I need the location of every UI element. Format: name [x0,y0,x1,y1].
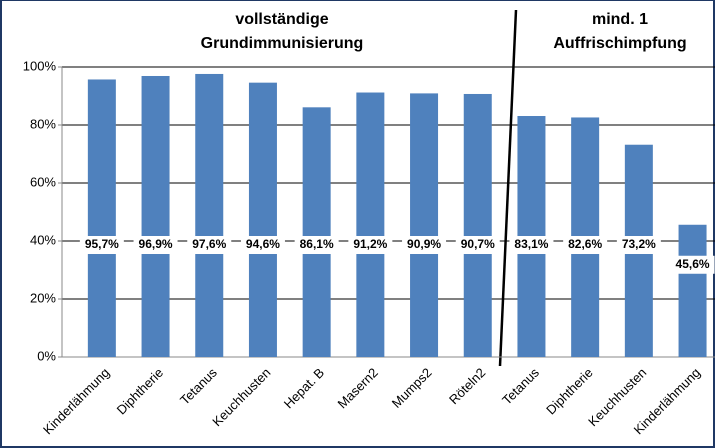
value-label-bg [616,236,661,254]
value-label: 90,9% [407,237,441,251]
x-tick-label: Keuchhusten [209,365,273,429]
y-tick-label: 40% [30,232,56,247]
bar [195,73,224,358]
bar [356,92,385,358]
value-label: 94,6% [246,237,280,251]
value-label: 96,9% [139,237,173,251]
y-tick-label: 0% [37,348,56,363]
x-tick-label: Tetanus [499,365,542,408]
x-tick-label: Röteln2 [446,365,488,407]
value-label-bg [455,236,500,254]
annotation: mind. 1 [592,11,648,28]
bar [87,79,116,357]
bar [463,93,492,357]
annotation: Auffrischimpfung [553,35,686,52]
value-label: 97,6% [192,237,226,251]
x-tick-label: Hepat. B [281,365,327,411]
value-label-bg [348,236,393,254]
x-tick-label: Mumps2 [389,365,435,411]
annotation: Grundimmunisierung [201,35,364,52]
annotation: vollständige [235,11,328,28]
bar [678,224,707,357]
value-label-bg [670,255,715,274]
value-label: 91,2% [353,237,387,251]
value-label: 45,6% [676,257,710,271]
x-tick-label: Tetanus [177,365,220,408]
divider [498,9,518,367]
value-label-bg [79,236,124,254]
y-tick-label: 100% [23,58,57,73]
bar [410,93,439,357]
x-tick-label: Diphtherie [543,365,596,418]
value-label: 90,7% [461,237,495,251]
x-tick-label: Kinderlähmung [40,365,112,437]
value-label-bg [187,236,232,254]
value-label: 83,1% [514,237,548,251]
value-label-bg [402,236,447,254]
value-label-bg [133,236,178,254]
value-label: 73,2% [622,237,656,251]
value-label-bg [240,236,285,254]
x-tick-label: Masern2 [335,365,381,411]
value-label-bg [509,236,554,254]
bar [248,82,277,357]
y-tick-label: 20% [30,290,56,305]
value-label: 95,7% [85,237,119,251]
value-label-bg [294,236,339,254]
bar [302,107,331,357]
y-tick-label: 60% [30,174,56,189]
x-tick-label: Diphtherie [114,365,167,418]
value-label: 82,6% [568,237,602,251]
value-label: 86,1% [300,237,334,251]
y-tick-label: 80% [30,116,56,131]
bar [141,75,170,358]
value-label-bg [563,236,608,254]
